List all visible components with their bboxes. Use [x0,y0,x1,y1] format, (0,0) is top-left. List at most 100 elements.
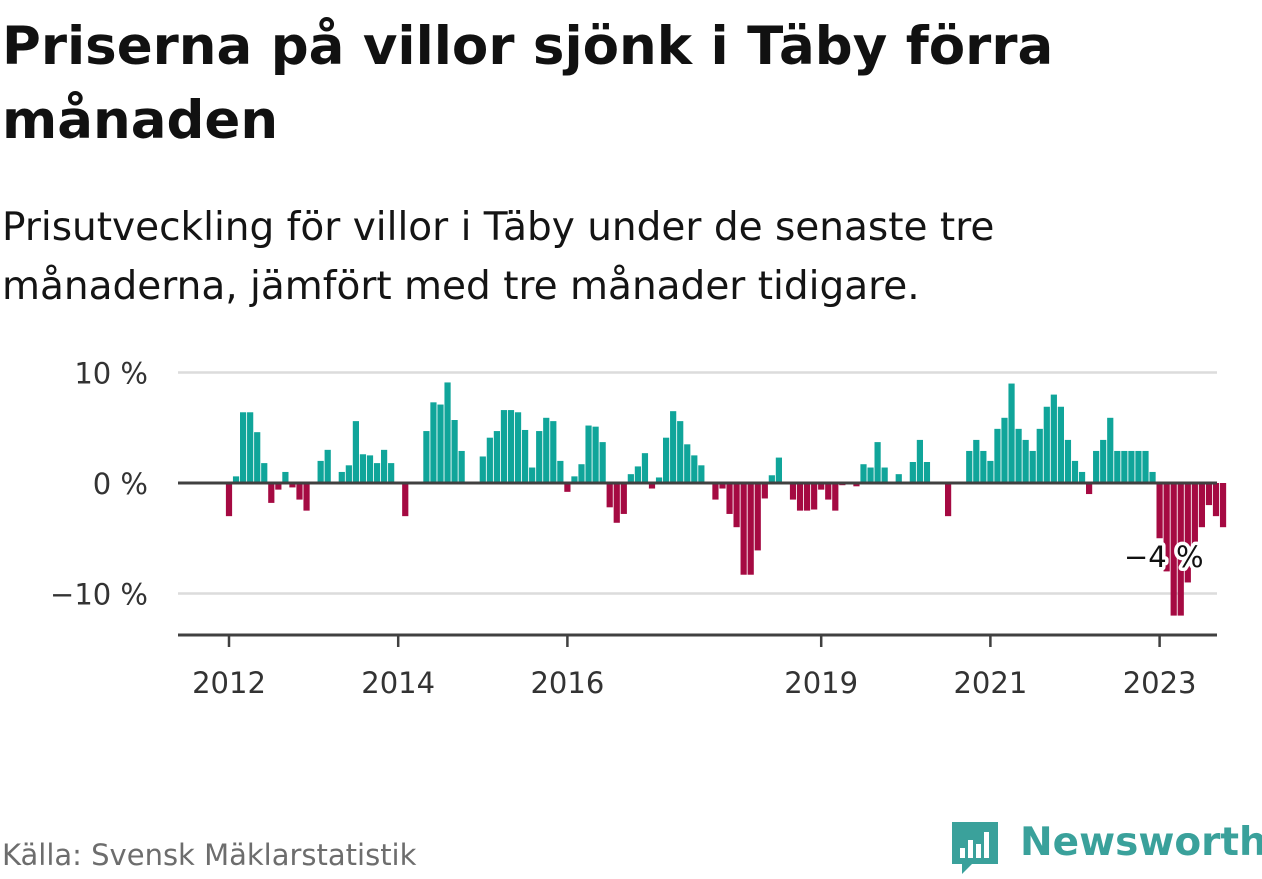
bar [1015,428,1022,483]
bar [1086,483,1093,495]
bar [522,429,529,483]
bar [663,437,670,483]
bar [775,457,782,483]
bar [1057,406,1064,483]
bar [648,483,656,489]
bar [458,450,465,483]
bar [994,428,1001,483]
bar [564,483,571,492]
bar [444,382,451,483]
bar [1064,439,1072,483]
bar [726,483,733,514]
bar [860,464,867,484]
bar [627,474,634,483]
bar [373,463,381,483]
bar [1001,417,1008,483]
bar [966,450,973,483]
bar [761,483,768,499]
bar [550,421,557,483]
bar [1121,450,1128,483]
bar [1100,439,1107,483]
y-tick-label: 0 % [93,467,148,501]
bar [1071,460,1079,483]
bar [754,483,761,551]
bar [895,474,902,483]
bar [881,467,888,483]
bar [493,431,500,483]
annotation-layer: −4 % [1121,537,1208,578]
bars-layer [225,382,1227,616]
x-tick-label: 2023 [1123,666,1197,700]
bar [980,450,987,483]
bar [691,455,698,484]
bar [451,420,458,483]
bar [1198,483,1205,528]
bar [500,410,508,483]
bar [1156,483,1163,539]
grid-layer [178,371,1217,595]
bar [1128,450,1135,483]
bar [874,442,881,483]
bar [536,431,543,483]
bar [916,439,923,483]
bar [324,449,331,483]
bar [402,483,409,517]
bar [832,483,839,511]
bar [1135,450,1142,483]
bar [740,483,747,575]
bar [359,454,367,483]
bar [240,412,247,483]
bar [853,483,860,487]
bar [712,483,719,500]
bar [275,483,282,490]
bar [423,431,430,483]
bar [317,460,324,483]
bar [1219,483,1227,528]
bar [945,483,952,517]
bar [254,432,261,483]
bar [923,462,931,483]
source-note: Källa: Svensk Mäklarstatistik [2,838,417,872]
bar [733,483,740,528]
bar [592,426,599,483]
y-axis-ticks: 10 % 0 % −10 % [50,357,148,612]
bar [606,483,613,508]
bar [698,465,705,483]
bar [437,404,444,483]
bar [789,483,797,500]
bar [811,483,818,510]
bar [1184,483,1191,583]
x-tick-label: 2019 [784,666,858,700]
x-tick-label: 2012 [192,666,266,700]
bar [507,410,515,483]
bar [677,421,684,483]
bar [345,465,352,483]
bar [578,464,585,484]
bar [585,425,592,483]
bar [1212,483,1220,517]
bar [613,483,620,523]
bar [225,483,233,517]
bar [338,471,345,483]
bar-chart: 10 % 0 % −10 % 2012 2014 2016 2019 2021 2023 −4… [50,357,1227,700]
bar [1191,483,1198,550]
bar [747,483,754,575]
bar [1149,471,1156,483]
newsworthy-logo-icon [952,822,998,874]
bar [486,437,493,483]
bar [352,421,359,483]
bar [261,463,268,483]
bar [655,477,663,483]
bar [1078,471,1086,483]
bar [818,483,825,490]
bar [909,462,916,483]
bar [987,460,994,483]
bar [670,411,677,483]
x-axis-ticks: 2012 2014 2016 2019 2021 2023 [192,635,1197,700]
bar [599,442,606,483]
bar [684,444,691,483]
bar [825,483,832,500]
brand-name: Newsworthy [1020,820,1262,865]
x-tick-label: 2014 [361,666,435,700]
bar [1043,406,1050,483]
